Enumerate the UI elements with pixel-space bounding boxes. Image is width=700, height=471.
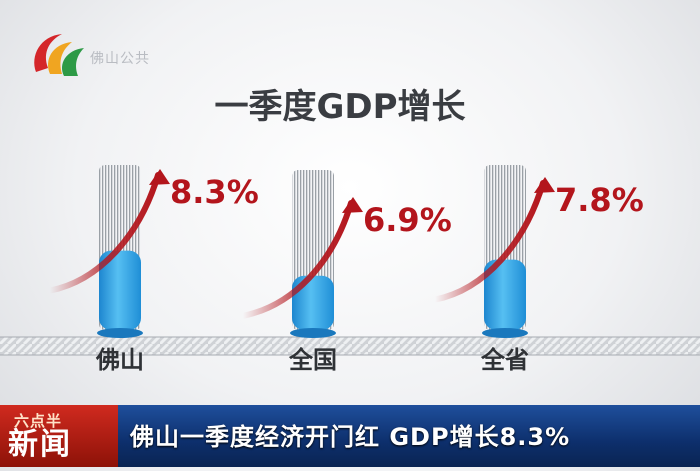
bar-base-2: [482, 328, 528, 338]
floor-band: [0, 337, 700, 355]
bar-base-1: [290, 328, 336, 338]
news-headline: 佛山一季度经济开门红 GDP增长8.3%: [130, 423, 571, 451]
category-label-1: 全国: [288, 346, 337, 374]
chart-marks: 8.3% 佛山 6.9% 全国 7.8% 全省: [47, 165, 644, 374]
news-program-tag: 六点半 新闻: [0, 405, 118, 467]
growth-arrowhead-0: [149, 169, 170, 185]
news-program-time: 六点半: [14, 412, 63, 430]
growth-arrowhead-2: [534, 177, 555, 193]
growth-arrow-1: [240, 200, 354, 319]
channel-logo-text: 佛山公共: [90, 51, 150, 67]
bar-base-0: [97, 328, 143, 338]
growth-arrow-0: [47, 172, 161, 294]
bar-0: [99, 250, 141, 330]
guangdong-tv-logo-icon: [34, 34, 84, 76]
news-program-name: 新闻: [8, 427, 72, 462]
growth-arrow-2: [432, 180, 546, 303]
bar-1: [292, 275, 334, 330]
category-label-0: 佛山: [95, 346, 144, 374]
growth-arrowhead-1: [342, 197, 363, 213]
value-label-2: 7.8%: [555, 181, 644, 219]
bar-2: [484, 259, 526, 330]
value-label-1: 6.9%: [363, 201, 452, 239]
chart-title: 一季度GDP增长: [214, 87, 465, 127]
value-label-0: 8.3%: [170, 173, 259, 211]
category-label-2: 全省: [480, 346, 529, 374]
